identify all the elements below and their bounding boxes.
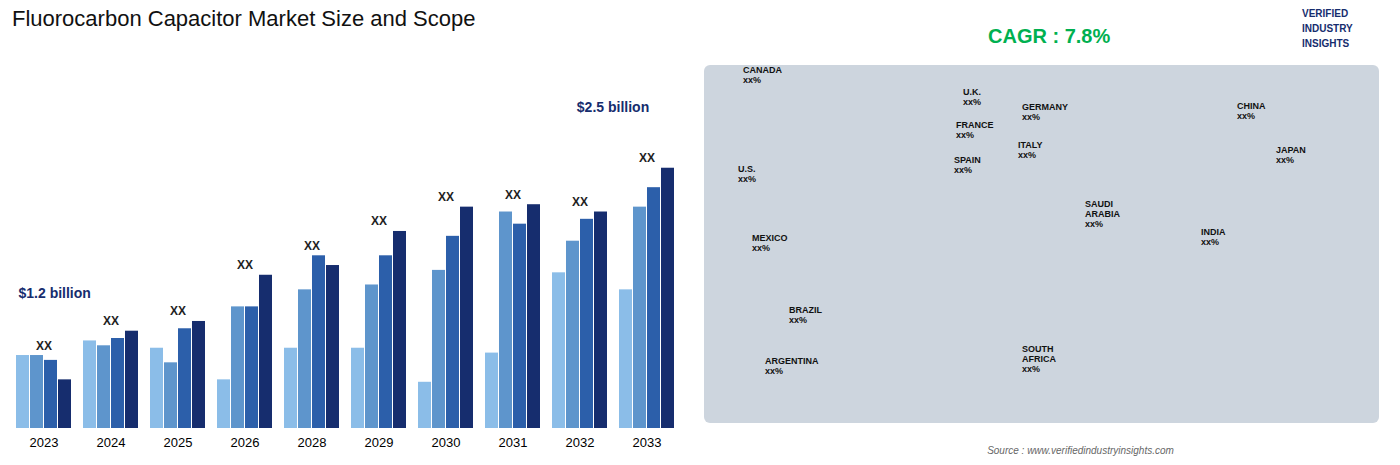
- svg-text:XX: XX: [505, 188, 521, 202]
- svg-text:XX: XX: [304, 239, 320, 253]
- svg-text:XX: XX: [237, 258, 253, 272]
- html-text:U.K. xx%: U.K. xx%: [963, 87, 981, 107]
- svg-text:$2.5 billion: $2.5 billion: [577, 99, 649, 115]
- svg-text:2031: 2031: [499, 435, 528, 450]
- svg-text:XX: XX: [639, 151, 655, 165]
- svg-text:2024: 2024: [97, 435, 126, 450]
- html-text:Source : www.verifiedindustryi: Source : www.verifiedindustryinsights.co…: [987, 445, 1174, 456]
- svg-text:XX: XX: [170, 304, 186, 318]
- html-text:ARGENTINA xx%: ARGENTINA xx%: [765, 356, 819, 376]
- html-text:SPAIN xx%: SPAIN xx%: [954, 155, 981, 175]
- svg-text:XX: XX: [103, 314, 119, 328]
- svg-text:2026: 2026: [231, 435, 260, 450]
- html-text:CHINA xx%: CHINA xx%: [1237, 101, 1266, 121]
- svg-text:$1.2 billion: $1.2 billion: [19, 285, 91, 301]
- html-text:CAGR : 7.8%: CAGR : 7.8%: [988, 25, 1111, 47]
- html-text:CANADA xx%: CANADA xx%: [743, 65, 782, 85]
- svg-text:2029: 2029: [365, 435, 394, 450]
- html-text:Fluorocarbon Capacitor Market: Fluorocarbon Capacitor Market Size and S…: [12, 6, 476, 31]
- html-text:FRANCE xx%: FRANCE xx%: [956, 120, 994, 140]
- html-text:MEXICO xx%: MEXICO xx%: [752, 233, 788, 253]
- svg-text:XX: XX: [572, 195, 588, 209]
- html-text:INDIA xx%: INDIA xx%: [1201, 227, 1226, 247]
- svg-text:2033: 2033: [633, 435, 662, 450]
- html-text:GERMANY xx%: GERMANY xx%: [1022, 102, 1068, 122]
- svg-text:2028: 2028: [298, 435, 327, 450]
- html-text:ITALY xx%: ITALY xx%: [1018, 140, 1043, 160]
- html-text:SOUTH AFRICA xx%: SOUTH AFRICA xx%: [1022, 344, 1056, 374]
- svg-text:2023: 2023: [30, 435, 59, 450]
- html-text:BRAZIL xx%: BRAZIL xx%: [789, 305, 822, 325]
- html-text:VERIFIED INDUSTRY INSIGHTS: VERIFIED INDUSTRY INSIGHTS: [1302, 8, 1353, 49]
- svg-text:XX: XX: [438, 190, 454, 204]
- svg-text:2025: 2025: [164, 435, 193, 450]
- svg-text:2030: 2030: [432, 435, 461, 450]
- svg-text:2032: 2032: [566, 435, 595, 450]
- html-text:SAUDI ARABIA xx%: SAUDI ARABIA xx%: [1085, 199, 1120, 229]
- svg-text:XX: XX: [371, 214, 387, 228]
- html-text:U.S. xx%: U.S. xx%: [738, 164, 756, 184]
- html-text:JAPAN xx%: JAPAN xx%: [1276, 145, 1306, 165]
- svg-text:XX: XX: [36, 339, 52, 353]
